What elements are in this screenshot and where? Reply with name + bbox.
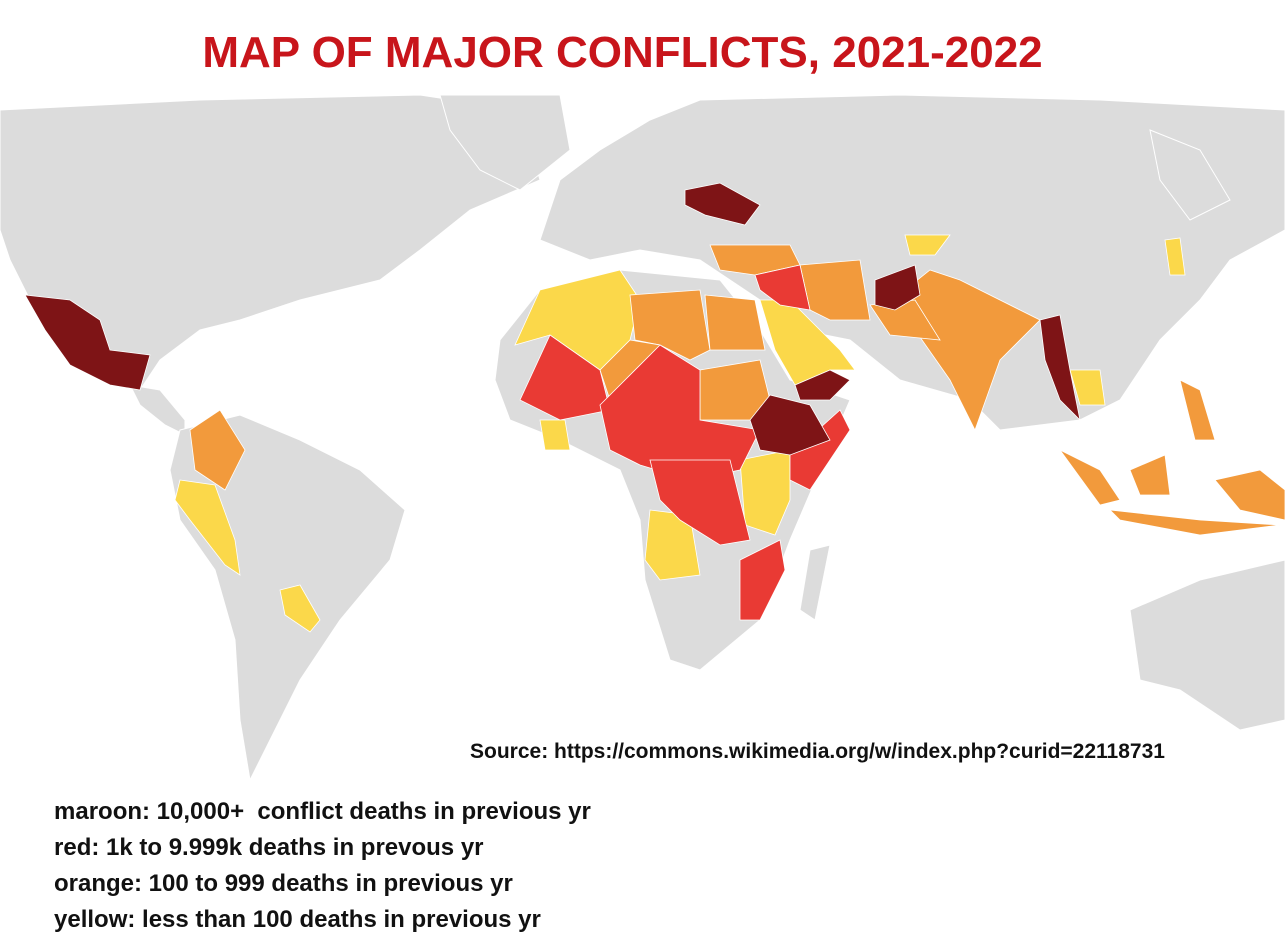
source-note: Source: https://commons.wikimedia.org/w/… — [470, 740, 1165, 763]
conflict-countries — [24, 182, 1286, 633]
legend-entry: yellow: less than 100 deaths in previous… — [54, 906, 541, 933]
legend-entry: maroon: 10,000+ conflict deaths in previ… — [54, 798, 591, 825]
legend-entry: red: 1k to 9.999k deaths in prevous yr — [54, 834, 484, 861]
legend-entry: orange: 100 to 999 deaths in previous yr — [54, 870, 513, 897]
map-title: MAP OF MAJOR CONFLICTS, 2021-2022 — [202, 28, 1043, 77]
legend: maroon: 10,000+ conflict deaths in previ… — [54, 794, 591, 938]
